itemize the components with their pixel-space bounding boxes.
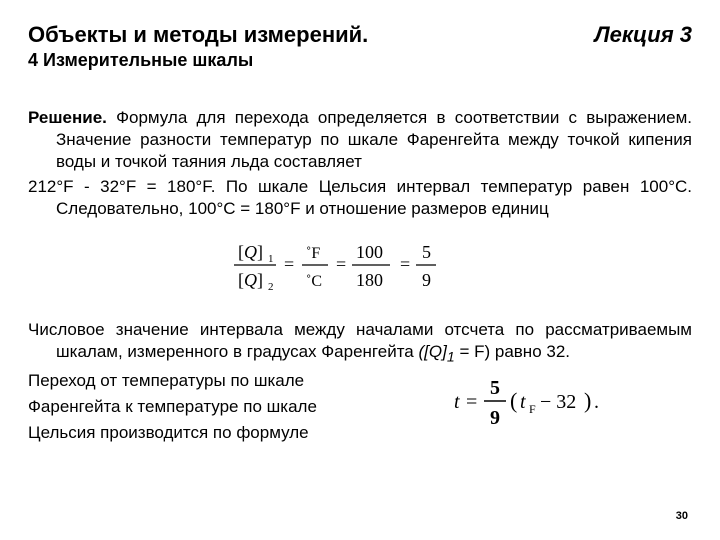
svg-text:t: t: [454, 391, 460, 413]
page-number: 30: [676, 510, 688, 522]
svg-text:− 32: − 32: [540, 391, 576, 413]
paragraph-1b: 212°F - 32°F = 180°F. По шкале Цельсия и…: [28, 176, 692, 220]
svg-text:2: 2: [268, 281, 274, 292]
svg-text:9: 9: [490, 407, 500, 428]
svg-text:5: 5: [490, 377, 500, 399]
svg-text:): ): [584, 388, 591, 413]
svg-text:=: =: [400, 254, 410, 274]
svg-text:(: (: [510, 388, 517, 413]
svg-text:[Q]: [Q]: [238, 242, 263, 262]
p2-tail: = F) равно 32.: [455, 342, 570, 361]
paragraph-3-l1: Переход от температуры по шкале: [28, 370, 432, 392]
p2-italic: ([Q]: [419, 342, 447, 361]
svg-text:t: t: [520, 391, 526, 413]
formula-ratio: [Q] 1 [Q] 2 = ˚F ˚C = 100 180 = 5 9: [28, 238, 692, 297]
section-subtitle: 4 Измерительные шкалы: [28, 50, 692, 71]
svg-text:˚F: ˚F: [306, 245, 320, 262]
svg-text:1: 1: [268, 253, 274, 265]
paragraph-3-l3: Цельсия производится по формуле: [28, 422, 432, 444]
p2-sub: 1: [447, 349, 455, 365]
solution-label: Решение.: [28, 108, 107, 127]
paragraph-3-l2: Фаренгейта к температуре по шкале: [28, 396, 432, 418]
paragraph-1a: Решение. Формула для перехода определяет…: [28, 107, 692, 172]
svg-text:F: F: [529, 402, 536, 416]
lecture-number: Лекция 3: [595, 22, 692, 48]
svg-text:180: 180: [356, 270, 383, 290]
svg-text:9: 9: [422, 270, 431, 290]
svg-text:[Q]: [Q]: [238, 270, 263, 290]
svg-text:=: =: [284, 254, 294, 274]
formula-conversion: t = 5 9 ( t F − 32 ) .: [452, 374, 692, 428]
page-title: Объекты и методы измерений.: [28, 22, 368, 48]
paragraph-2: Числовое значение интервала между начала…: [28, 319, 692, 366]
svg-text:100: 100: [356, 242, 383, 262]
p1a-text: Формула для перехода определяется в соот…: [56, 108, 692, 171]
svg-text:5: 5: [422, 242, 431, 262]
svg-text:.: .: [594, 391, 599, 413]
svg-text:=: =: [336, 254, 346, 274]
p2-text: Числовое значение интервала между начала…: [28, 320, 692, 361]
svg-text:˚C: ˚C: [306, 273, 322, 290]
svg-text:=: =: [466, 391, 477, 413]
